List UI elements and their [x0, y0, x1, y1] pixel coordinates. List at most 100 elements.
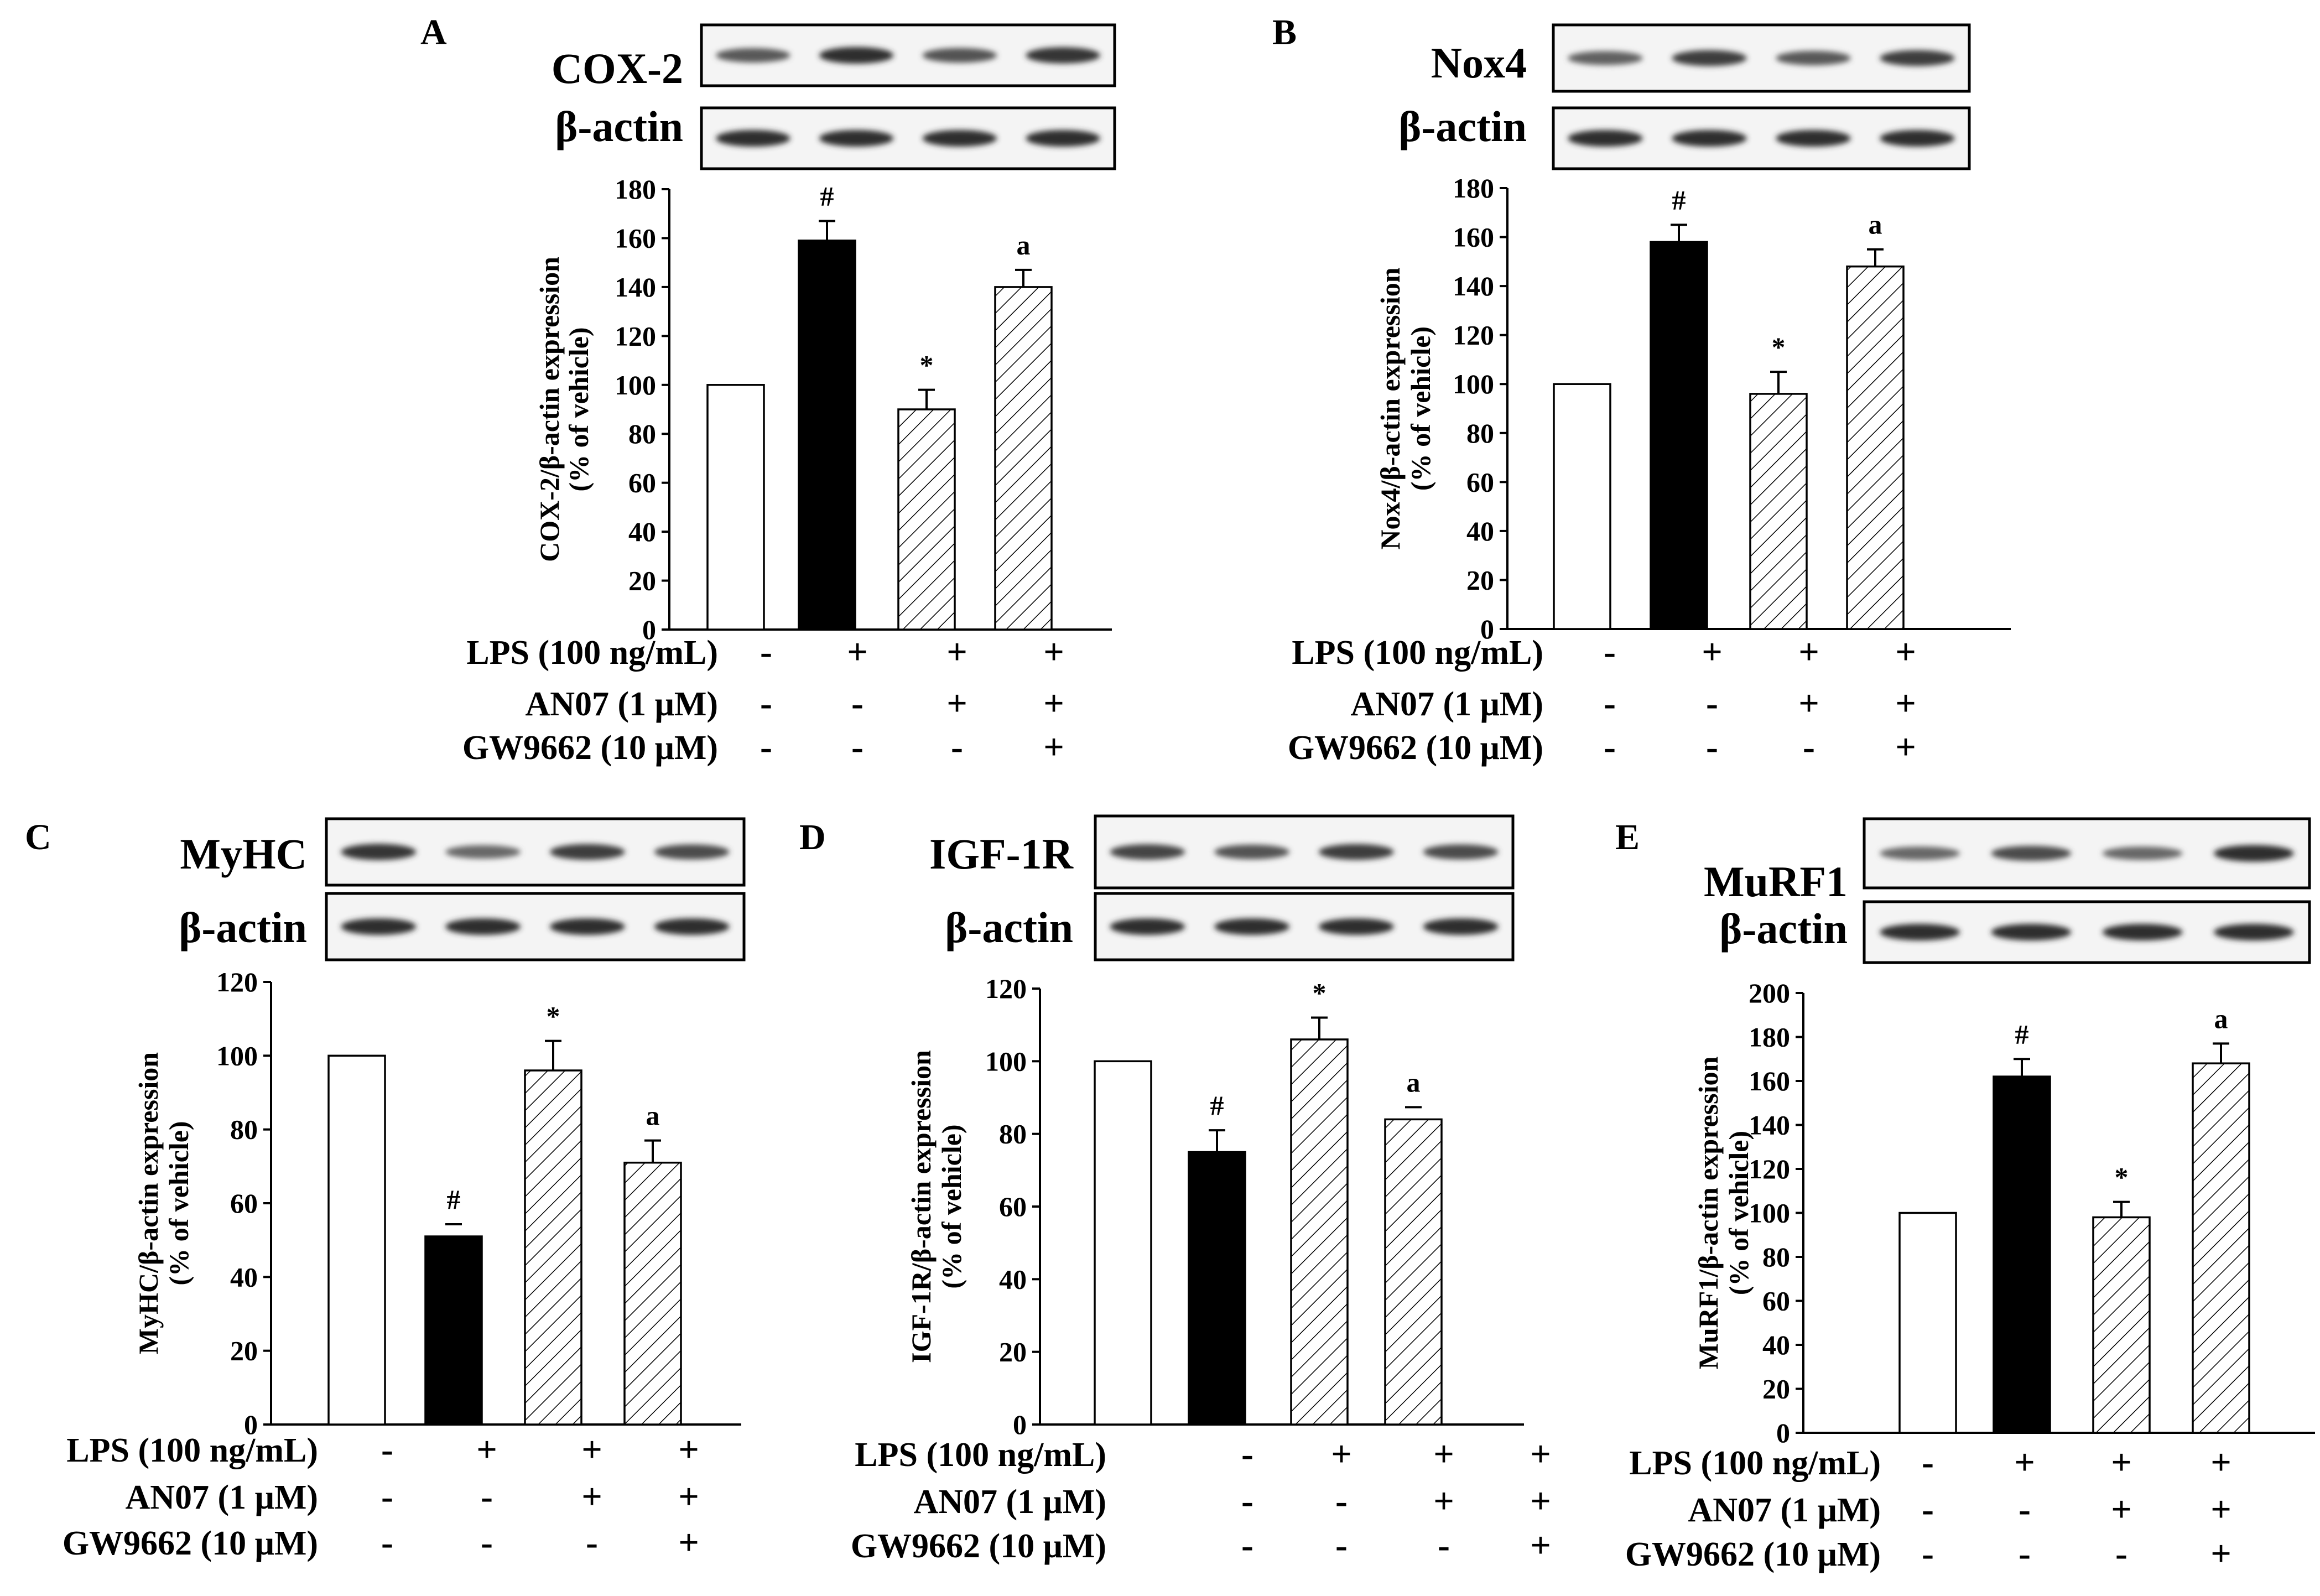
condition-sign: -: [1604, 632, 1616, 672]
blot-band: [922, 48, 997, 63]
y-tick-label: 20: [999, 1337, 1027, 1368]
condition-sign: -: [760, 632, 772, 672]
significance-label: #: [2015, 1018, 2029, 1049]
y-tick-label: 120: [1453, 320, 1494, 351]
condition-sign: -: [1706, 727, 1718, 767]
blot-protein-label: Nox4: [1431, 39, 1527, 87]
y-tick-label: 180: [615, 174, 656, 205]
condition-sign: +: [1895, 683, 1916, 724]
condition-sign: +: [946, 632, 967, 672]
condition-sign: +: [678, 1429, 699, 1470]
y-tick-label: 40: [230, 1261, 258, 1292]
condition-label: AN07 (1 μM): [913, 1483, 1106, 1521]
blot-band: [1776, 129, 1851, 147]
blot-band: [341, 844, 417, 860]
y-tick-label: 100: [985, 1046, 1027, 1077]
blot-actin-label: β-actin: [179, 903, 307, 952]
blot-band: [1991, 923, 2072, 941]
condition-sign: -: [481, 1522, 493, 1563]
significance-label: #: [1672, 184, 1686, 215]
blot-band: [549, 918, 625, 935]
condition-sign: +: [2210, 1533, 2231, 1574]
y-tick-label: 20: [1466, 564, 1494, 595]
blot-actin: [700, 106, 1116, 170]
y-tick-label: 40: [999, 1264, 1027, 1295]
condition-sign: +: [1043, 683, 1064, 724]
condition-label: AN07 (1 μM): [125, 1479, 318, 1516]
significance-label: #: [1210, 1090, 1224, 1121]
y-axis-title: (% of vehicle): [1405, 326, 1436, 491]
condition-sign: -: [1241, 1525, 1253, 1566]
blot-band: [2213, 845, 2294, 862]
blot-band: [922, 129, 997, 147]
y-tick-label: 120: [216, 966, 258, 997]
bar: [327, 1054, 386, 1426]
y-tick-label: 120: [985, 973, 1027, 1004]
condition-sign: -: [1706, 683, 1718, 724]
blot-band: [1991, 845, 2072, 861]
condition-label: GW9662 (10 μM): [1625, 1536, 1881, 1573]
condition-sign: +: [2210, 1489, 2231, 1530]
y-tick-label: 100: [1453, 368, 1494, 399]
bar-chart: 0 20 40 60 80 100 120 140 160 180 COX-2/β-actin ex…: [534, 174, 1112, 645]
blot-band: [1423, 918, 1499, 935]
y-tick-label: 200: [1749, 978, 1790, 1008]
blot-band: [2102, 846, 2183, 860]
blot-actin-label: β-actin: [945, 903, 1073, 952]
y-tick-label: 20: [1762, 1374, 1790, 1405]
condition-label: GW9662 (10 μM): [851, 1527, 1106, 1565]
condition-sign: -: [1241, 1434, 1253, 1474]
blot-actin: [1552, 106, 1971, 170]
condition-sign: -: [2019, 1489, 2031, 1530]
blot-target: [325, 817, 746, 887]
condition-sign: +: [2014, 1442, 2035, 1483]
blot-actin-label: β-actin: [555, 102, 683, 150]
panel-letter: B: [1272, 12, 1297, 53]
condition-sign: +: [581, 1429, 602, 1470]
blot-protein-label: MuRF1: [1704, 857, 1848, 906]
condition-sign: +: [1530, 1434, 1551, 1474]
blot-band: [1318, 844, 1394, 860]
condition-sign: +: [581, 1477, 602, 1517]
condition-sign: +: [1798, 632, 1819, 672]
bar: [798, 240, 856, 631]
y-tick-label: 160: [1749, 1065, 1790, 1096]
y-tick-label: 80: [999, 1119, 1027, 1150]
y-tick-label: 60: [230, 1188, 258, 1219]
bar-chart: 0 20 40 60 80 100 120 140 160 180 Nox4/β-actin exp…: [1375, 173, 2011, 644]
blot-band: [716, 129, 790, 147]
bar: [1384, 1118, 1443, 1426]
blot-band: [819, 129, 894, 147]
condition-sign: +: [476, 1429, 497, 1470]
condition-sign: +: [2111, 1489, 2132, 1530]
significance-label: a: [1869, 209, 1882, 240]
treatment-table: LPS (100 ng/mL) - + + + AN07 (1 μM) - - + + GW9662…: [63, 1429, 699, 1563]
blot-actin-label: β-actin: [1719, 904, 1848, 953]
blot-target: [700, 23, 1116, 87]
condition-label: GW9662 (10 μM): [63, 1525, 318, 1562]
bar: [2092, 1216, 2151, 1434]
condition-sign: -: [381, 1522, 393, 1563]
y-axis-title: IGF-1R/β-actin expression: [906, 1050, 937, 1363]
blot-band: [1110, 844, 1185, 860]
condition-sign: -: [1438, 1525, 1450, 1566]
y-tick-label: 80: [1466, 418, 1494, 449]
y-axis-title: COX-2/β-actin expression: [534, 257, 565, 562]
panel-letter: D: [799, 817, 826, 857]
bar: [897, 408, 956, 631]
condition-sign: +: [1043, 727, 1064, 767]
blot-band: [1026, 129, 1100, 147]
y-tick-label: 100: [615, 370, 656, 401]
bar: [1553, 383, 1611, 630]
bar: [1898, 1212, 1957, 1434]
bar: [524, 1069, 582, 1426]
y-tick-label: 140: [615, 272, 656, 303]
blot-target: [1094, 814, 1515, 890]
condition-sign: +: [1043, 632, 1064, 672]
significance-label: a: [1017, 230, 1031, 261]
condition-label: GW9662 (10 μM): [1288, 729, 1543, 767]
blot-band: [1214, 844, 1290, 860]
bar: [2192, 1062, 2250, 1434]
y-tick-label: 160: [1453, 222, 1494, 253]
